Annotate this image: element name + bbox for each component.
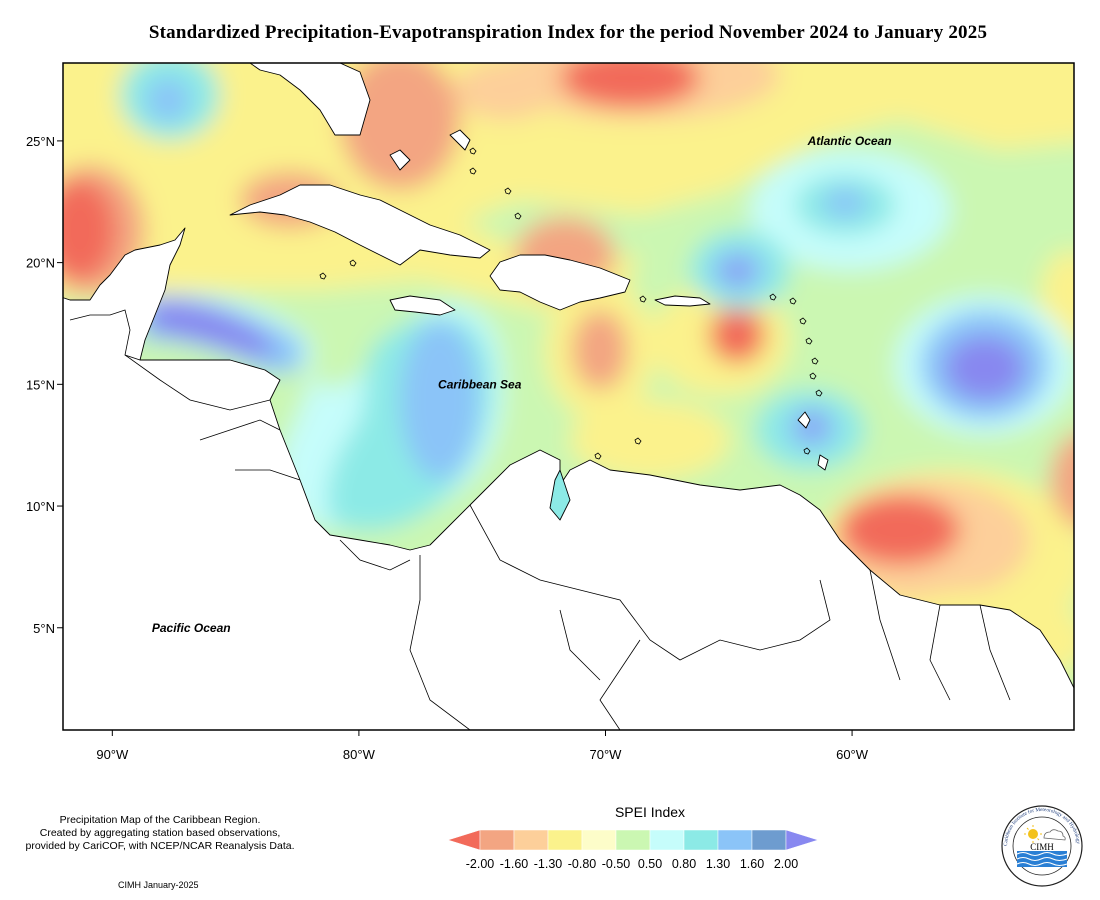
y-tick-label: 10°N [26,499,55,514]
legend-swatch [785,829,819,851]
y-tick-label: 15°N [26,377,55,392]
legend-tick-label: 2.00 [774,857,798,871]
y-tick-label: 5°N [33,621,55,636]
x-tick-label: 80°W [343,747,376,762]
legend-tick-label: -1.30 [534,857,563,871]
legend-swatch [479,829,515,851]
spei-legend: -2.00 -1.60 -1.30 -0.80 -0.50 0.50 0.80 1.30 1.6… [447,829,819,871]
legend-swatch [513,829,549,851]
legend-tick-label: 1.30 [706,857,730,871]
credit-line: provided by CariCOF, with NCEP/NCAR Rean… [25,840,295,852]
x-tick-label: 60°W [836,747,869,762]
x-tick-label: 70°W [590,747,623,762]
x-tick-label: 90°W [96,747,129,762]
credit-text: Precipitation Map of the Caribbean Regio… [10,814,310,853]
credit-line: Created by aggregating station based obs… [39,827,281,839]
ocean-label: Pacific Ocean [152,621,231,635]
credit-date: CIMH January-2025 [118,880,199,890]
map-title: Standardized Precipitation-Evapotranspir… [148,22,988,43]
legend-swatch [683,829,719,851]
legend-tick-label: 0.50 [638,857,662,871]
legend-swatch [649,829,685,851]
legend-swatch [615,829,651,851]
credit-line: Precipitation Map of the Caribbean Regio… [59,814,261,826]
map-frame [62,62,1075,731]
ocean-label: Atlantic Ocean [807,134,892,148]
legend-tick-label: -1.60 [500,857,529,871]
ocean-label: Caribbean Sea [438,377,522,391]
legend-tick-label: 1.60 [740,857,764,871]
cimh-logo: Caribbean Institute for Meteorology and … [1001,805,1083,887]
legend-tick-label: -0.50 [602,857,631,871]
legend-swatch [547,829,583,851]
legend-tick-label: -2.00 [466,857,495,871]
legend-swatch [447,829,481,851]
legend-swatch [581,829,617,851]
legend-tick-label: -0.80 [568,857,597,871]
legend-tick-label: 0.80 [672,857,696,871]
spei-map: Atlantic Ocean Caribbean Sea Pacific Ocean… [26,62,1075,762]
y-tick-label: 25°N [26,134,55,149]
sun-cloud-waves-icon [1016,825,1068,867]
y-tick-label: 20°N [26,256,55,271]
legend-swatch [751,829,787,851]
legend-swatch [717,829,753,851]
legend-title: SPEI Index [614,804,686,820]
logo-text: CIMH [1030,842,1054,852]
